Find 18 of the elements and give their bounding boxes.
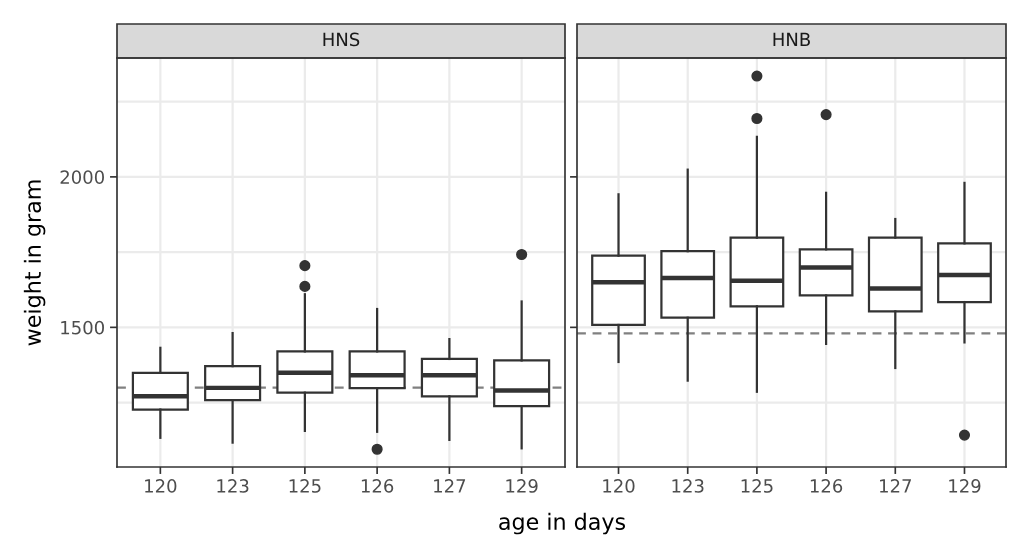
y-axis-title: weight in gram xyxy=(23,180,46,346)
x-tick-label: 120 xyxy=(603,479,635,493)
x-tick-label: 125 xyxy=(741,479,773,493)
chart-title: HNS xyxy=(323,32,360,47)
y-tick-label: 1500 xyxy=(61,320,104,335)
x-tick-label: 123 xyxy=(672,479,704,493)
x-tick-label: 123 xyxy=(217,479,249,493)
x-tick-label: 125 xyxy=(289,479,321,493)
x-axis-title: age in days xyxy=(499,512,626,535)
x-tick-label: 126 xyxy=(810,479,843,493)
x-tick-label: 129 xyxy=(949,479,981,493)
x-tick-label: 120 xyxy=(145,479,177,493)
x-tick-label: 126 xyxy=(361,479,394,493)
x-tick-label: 129 xyxy=(506,479,538,493)
chart-title: HNB xyxy=(773,32,810,46)
x-tick-label: 127 xyxy=(880,479,911,493)
y-tick-label: 2000 xyxy=(60,170,104,184)
x-tick-label: 127 xyxy=(434,479,466,493)
